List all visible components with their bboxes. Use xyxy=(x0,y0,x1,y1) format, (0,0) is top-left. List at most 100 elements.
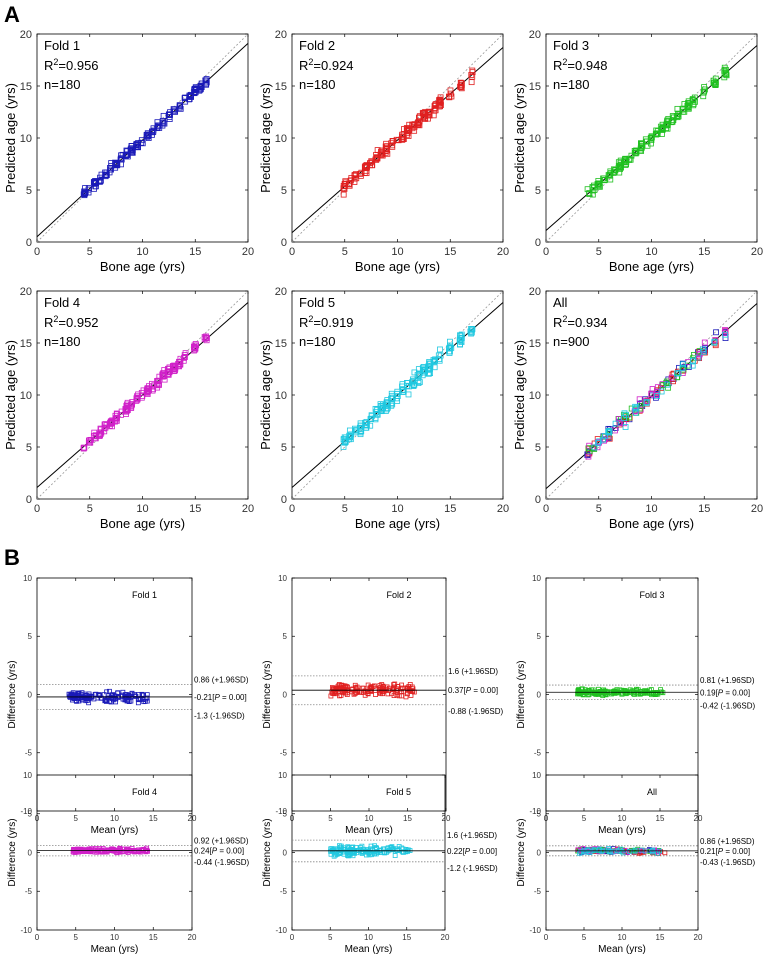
data-point xyxy=(437,97,444,104)
data-point xyxy=(679,365,686,371)
data-point xyxy=(346,427,353,434)
x-axis-label: Mean (yrs) xyxy=(598,944,646,955)
data-point xyxy=(400,136,407,142)
x-tick-label: 15 xyxy=(149,933,158,942)
data-point xyxy=(358,428,365,435)
data-point xyxy=(681,108,688,115)
y-tick-label: 10 xyxy=(529,390,541,402)
data-point xyxy=(722,331,728,338)
x-tick-label: 5 xyxy=(87,246,93,258)
x-tick-label: 10 xyxy=(136,246,148,258)
x-axis-label: Mean (yrs) xyxy=(91,825,139,836)
data-point xyxy=(662,850,668,856)
data-point xyxy=(589,191,596,198)
data-point xyxy=(400,386,406,393)
data-point xyxy=(182,350,189,357)
data-point xyxy=(591,847,597,852)
data-point xyxy=(658,388,665,395)
fold-title: Fold 1 xyxy=(44,38,80,53)
data-point xyxy=(92,849,98,855)
x-tick-label: 15 xyxy=(656,933,665,942)
data-point xyxy=(350,686,356,692)
sample-size-label: n=180 xyxy=(553,77,590,92)
data-point xyxy=(437,346,443,353)
scatter-plot-fold-5: 0 5 10 15 20 0 5 10 15 20 Fold 5 R2=0.919 n=180 Bone … xyxy=(258,286,509,531)
data-point xyxy=(125,847,131,853)
y-tick-label: 0 xyxy=(535,494,541,506)
data-point xyxy=(112,695,118,701)
y-tick-label: 10 xyxy=(532,574,541,583)
data-point xyxy=(383,406,390,413)
scatter-plot-all: 0 5 10 15 20 0 5 10 15 20 All R2=0.934 n=900 Bone age… xyxy=(512,286,763,531)
upper-limit-label: 0.86 (+1.96SD) xyxy=(194,675,249,684)
y-tick-label: -5 xyxy=(534,749,542,758)
x-tick-label: 10 xyxy=(110,814,119,823)
y-tick-label: 5 xyxy=(28,810,33,819)
data-point xyxy=(622,155,629,162)
data-point xyxy=(447,345,454,352)
data-point xyxy=(615,165,622,171)
data-point xyxy=(350,853,356,859)
x-tick-label: 0 xyxy=(34,503,40,515)
data-point xyxy=(124,407,131,413)
data-point xyxy=(632,403,639,410)
x-tick-label: 5 xyxy=(328,933,333,942)
data-point xyxy=(695,354,702,361)
data-point xyxy=(623,411,629,418)
x-tick-label: 15 xyxy=(656,814,665,823)
data-point xyxy=(86,691,92,697)
data-point xyxy=(368,415,375,422)
data-point xyxy=(134,395,141,402)
x-tick-label: 10 xyxy=(645,246,657,258)
data-point xyxy=(653,392,660,398)
data-point xyxy=(104,689,110,695)
data-point xyxy=(638,847,644,853)
data-point xyxy=(468,327,475,334)
data-point xyxy=(340,185,347,192)
data-point xyxy=(643,400,650,407)
data-point xyxy=(633,404,640,411)
x-tick-label: 20 xyxy=(242,246,254,258)
x-tick-label: 5 xyxy=(342,503,348,515)
x-tick-label: 0 xyxy=(289,503,295,515)
data-point xyxy=(361,169,368,176)
data-point xyxy=(654,393,660,400)
sample-size-label: n=180 xyxy=(44,334,81,349)
data-point xyxy=(373,692,378,697)
axes-box xyxy=(291,577,447,812)
y-tick-label: -5 xyxy=(280,749,288,758)
data-point xyxy=(167,109,173,116)
data-point xyxy=(712,82,719,88)
data-point xyxy=(383,400,390,406)
y-axis-label: Difference (yrs) xyxy=(7,818,18,886)
data-point xyxy=(362,848,368,854)
data-point xyxy=(689,358,696,365)
data-point xyxy=(384,849,389,855)
data-point xyxy=(203,337,210,344)
data-point xyxy=(420,364,427,370)
data-point xyxy=(712,340,719,347)
mean-difference-label: 0.22[P = 0.00] xyxy=(447,847,497,856)
data-point xyxy=(73,848,79,854)
data-point xyxy=(655,850,660,856)
sample-size-label: n=180 xyxy=(299,77,336,92)
y-tick-label: 5 xyxy=(26,442,32,454)
data-point xyxy=(108,166,114,173)
y-tick-label: 0 xyxy=(283,848,288,857)
data-point xyxy=(389,138,396,144)
data-point xyxy=(621,156,628,163)
x-axis-label: Bone age (yrs) xyxy=(609,516,694,531)
data-point xyxy=(421,369,427,376)
data-point xyxy=(188,94,194,100)
fold-title: All xyxy=(553,295,568,310)
data-point xyxy=(378,403,385,410)
x-tick-label: 10 xyxy=(364,933,373,942)
data-point xyxy=(447,87,454,94)
data-point xyxy=(664,117,671,124)
data-point xyxy=(98,171,105,178)
data-point xyxy=(723,72,730,79)
data-point xyxy=(585,453,592,460)
data-point xyxy=(430,112,437,119)
data-point xyxy=(410,383,417,389)
data-point xyxy=(191,343,197,350)
